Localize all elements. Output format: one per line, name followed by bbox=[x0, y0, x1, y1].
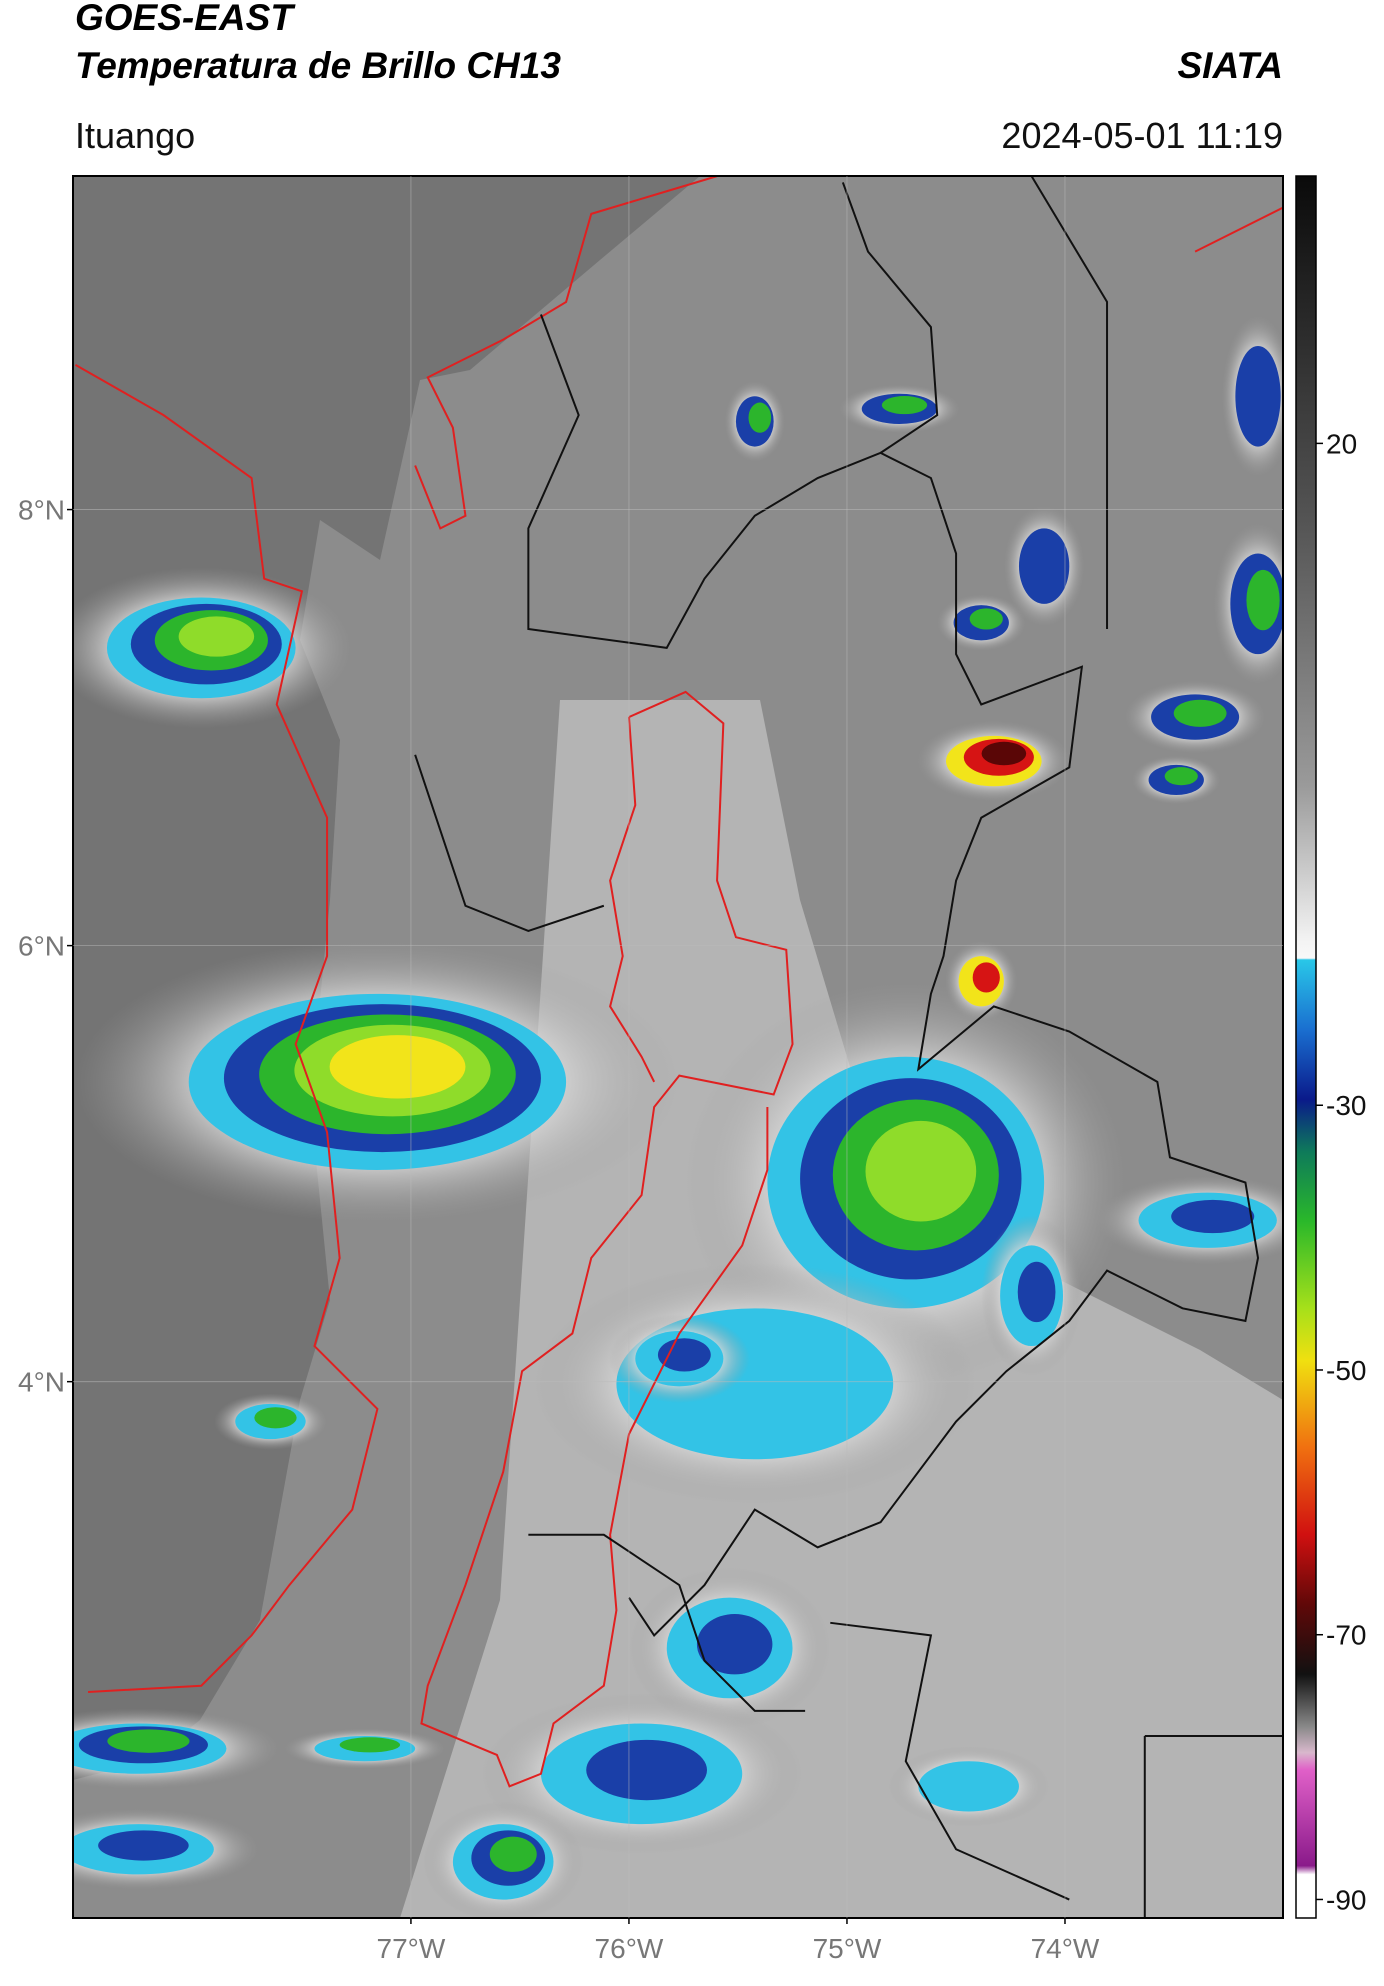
cloud-core bbox=[1018, 528, 1070, 604]
subtitle: Temperatura de Brillo CH13 bbox=[75, 45, 561, 86]
lon-tick-label: 76°W bbox=[595, 1933, 664, 1964]
cloud-core bbox=[1235, 345, 1281, 447]
lat-tick-label: 4°N bbox=[18, 1367, 65, 1398]
colorbar-tick-label: -50 bbox=[1326, 1355, 1366, 1386]
country-border bbox=[1030, 176, 1109, 629]
cloud-core bbox=[748, 402, 772, 433]
country-border bbox=[414, 754, 605, 932]
cloud-core bbox=[586, 1739, 707, 1801]
colorbar-tick-label: -30 bbox=[1326, 1090, 1366, 1121]
cloud-core bbox=[657, 1338, 711, 1372]
country-border bbox=[528, 1533, 806, 1712]
cloud-core bbox=[981, 741, 1027, 766]
colorbar-tick-label: -70 bbox=[1326, 1620, 1366, 1651]
lat-tick-label: 6°N bbox=[18, 931, 65, 962]
cloud-core bbox=[107, 1729, 190, 1753]
location: Ituango bbox=[75, 115, 195, 156]
cloud-core bbox=[1017, 1261, 1056, 1323]
cloud-core bbox=[1246, 569, 1280, 631]
country-border bbox=[841, 182, 939, 454]
department-border bbox=[420, 690, 794, 1788]
cloud-core bbox=[329, 1035, 466, 1099]
cloud-core bbox=[969, 608, 1003, 630]
lon-tick-label: 75°W bbox=[813, 1933, 882, 1964]
map bbox=[73, 176, 1283, 1918]
lon-tick-label: 77°W bbox=[377, 1933, 446, 1964]
title: GOES-EAST bbox=[75, 0, 296, 38]
coastline bbox=[1194, 206, 1283, 253]
cloud-core bbox=[178, 616, 255, 657]
cloud-core bbox=[865, 1120, 977, 1222]
lon-tick-label: 74°W bbox=[1031, 1933, 1100, 1964]
country-border bbox=[830, 1621, 1070, 1901]
cloud-core bbox=[881, 396, 928, 415]
cloud-core bbox=[696, 1614, 773, 1675]
source: SIATA bbox=[1177, 45, 1283, 86]
datetime: 2024-05-01 11:19 bbox=[1001, 115, 1283, 156]
coastline bbox=[414, 176, 718, 530]
map-frame bbox=[72, 175, 1284, 1919]
colorbar-tick-label: -90 bbox=[1326, 1884, 1366, 1915]
cloud-core bbox=[1173, 699, 1227, 727]
cloud-core bbox=[1164, 767, 1198, 786]
cloud-core bbox=[339, 1737, 401, 1753]
colorbar-tick-label: 20 bbox=[1326, 428, 1357, 459]
coastline bbox=[74, 363, 379, 1694]
cloud-core bbox=[1171, 1199, 1255, 1234]
cloud-core bbox=[972, 962, 1000, 993]
lat-tick-label: 8°N bbox=[18, 495, 65, 526]
cloud-core bbox=[918, 1761, 1019, 1812]
cloud-core bbox=[254, 1407, 297, 1429]
colorbar bbox=[1295, 175, 1317, 1919]
cloud-core bbox=[489, 1836, 537, 1872]
department-border bbox=[609, 716, 656, 1083]
cloud-core bbox=[98, 1830, 189, 1861]
